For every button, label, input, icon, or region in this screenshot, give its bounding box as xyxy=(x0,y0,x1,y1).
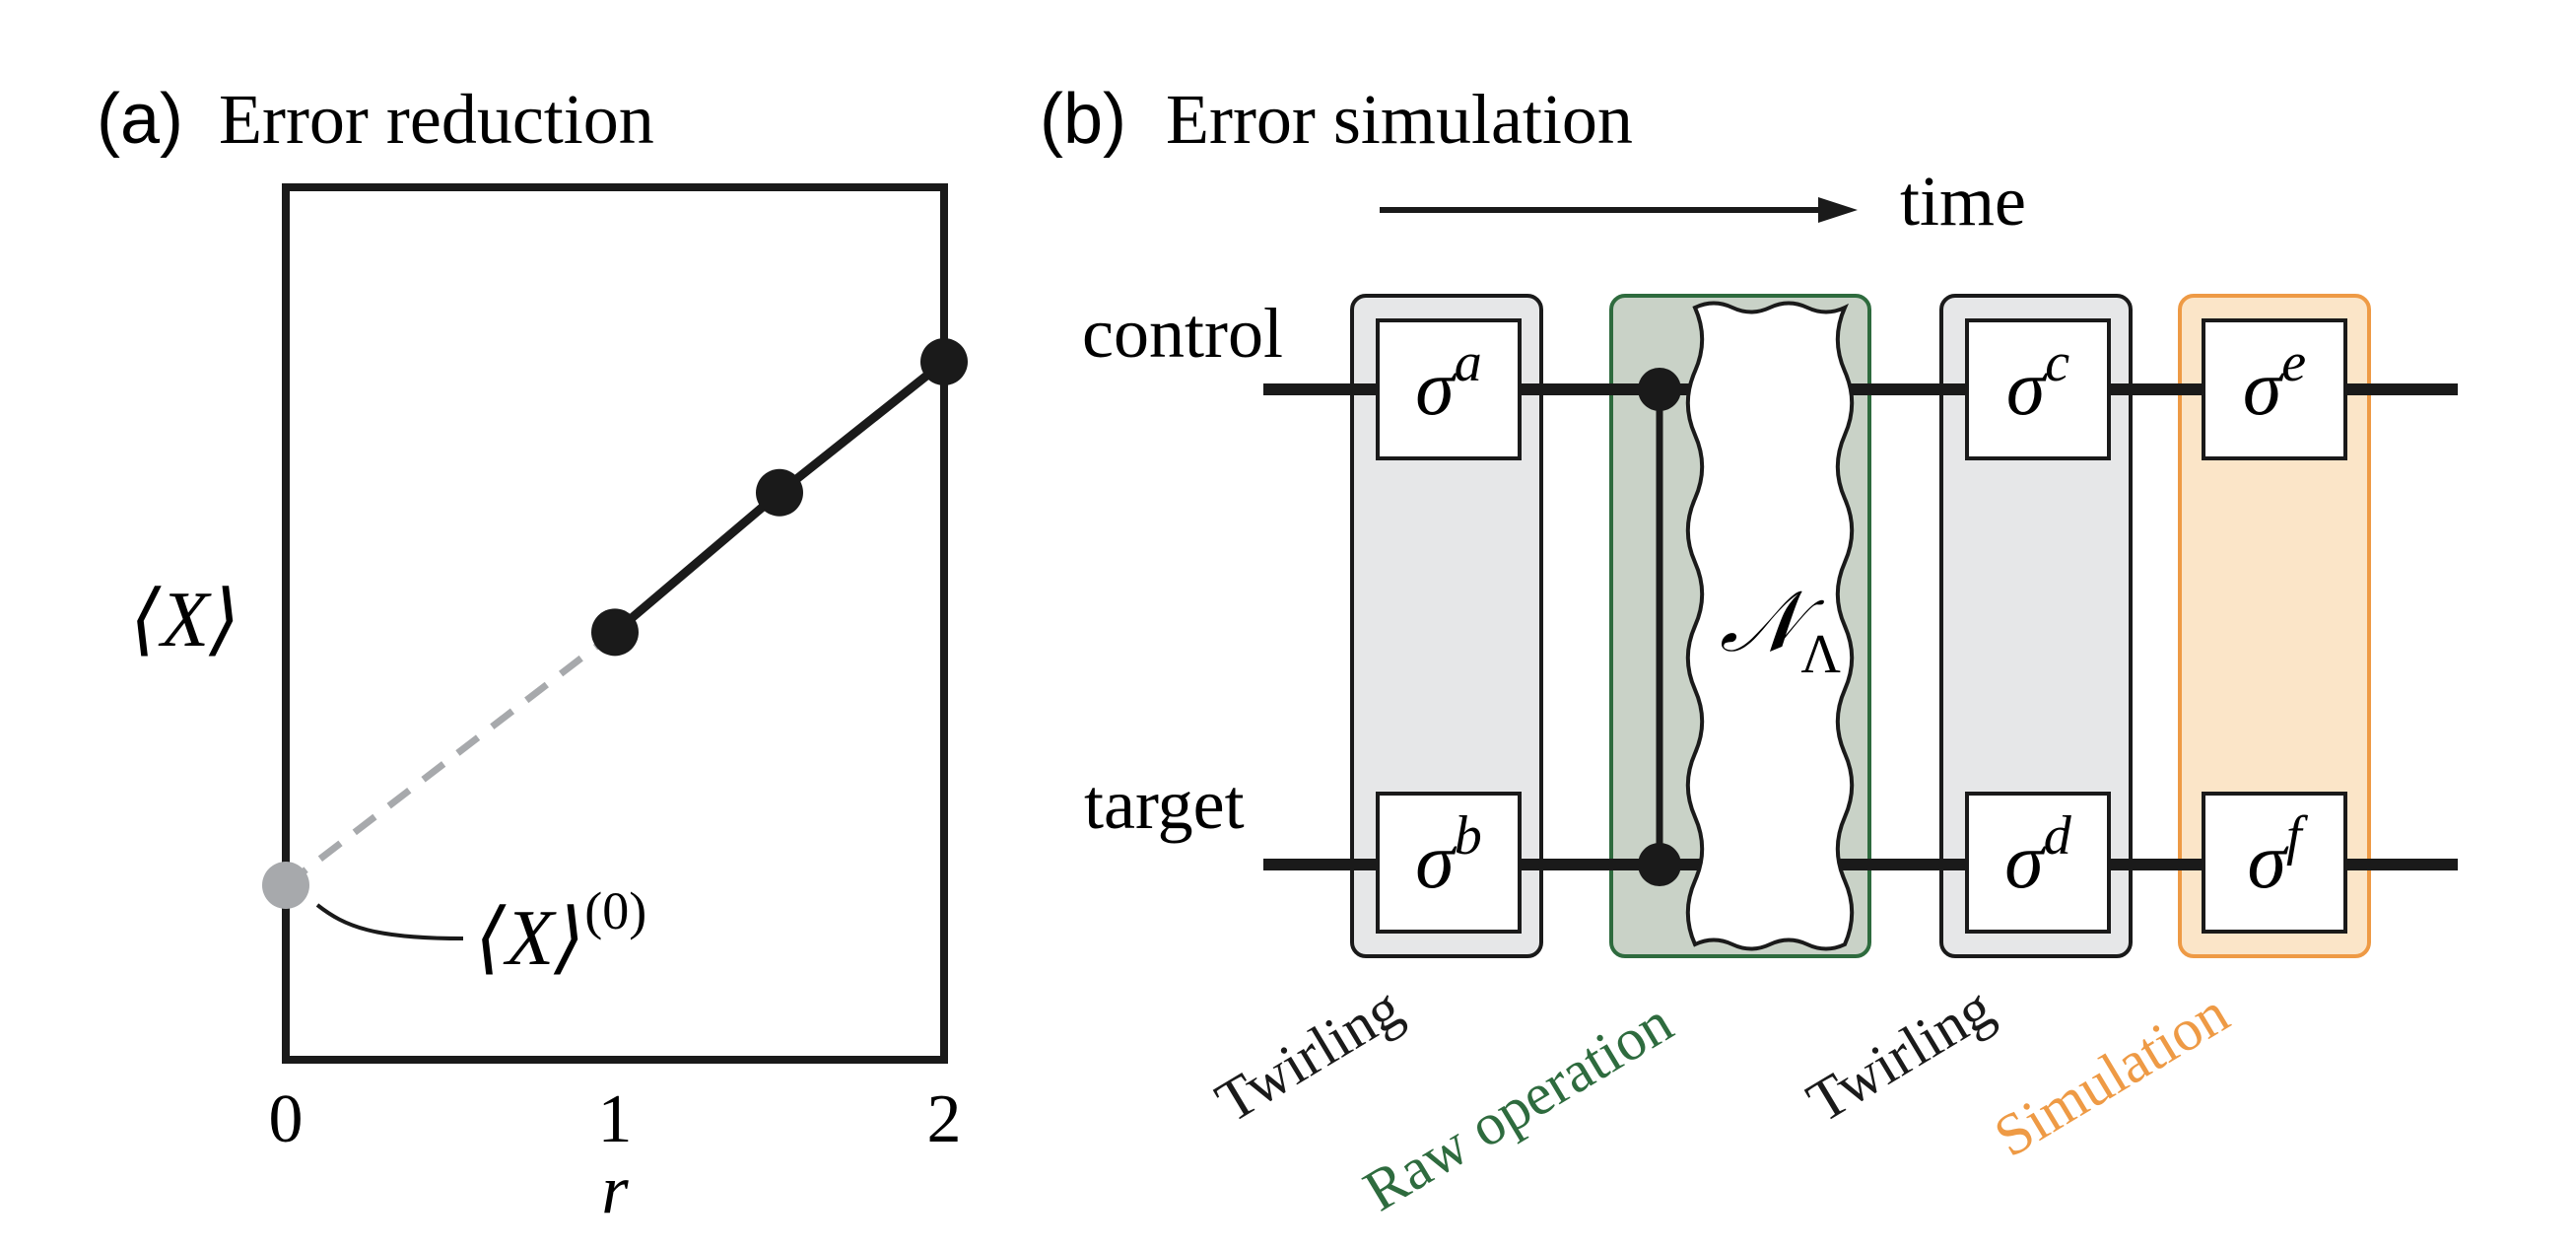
measured-line-segment xyxy=(777,358,947,497)
gate-sigma-f: σf xyxy=(2202,792,2347,934)
x-axis-label: r xyxy=(601,1152,629,1228)
gate-sigma-b: σb xyxy=(1376,792,1522,934)
annotation-label: ⟨X⟩(0) xyxy=(475,881,646,982)
x-tick-label: 1 xyxy=(598,1081,633,1157)
panel-b: (b) Error simulation time control target… xyxy=(1040,80,2458,1223)
cnot-target-dot xyxy=(1638,843,1681,886)
annotation-leader xyxy=(315,903,464,940)
panel-a: (a) Error reduction ⟨X⟩ ⟨X⟩(0) 0 1 2 r xyxy=(97,80,968,1228)
svg-text:σb: σb xyxy=(1415,805,1481,905)
gate-sigma-c: σc xyxy=(1965,318,2111,460)
measured-line-segment xyxy=(612,489,782,636)
svg-text:σc: σc xyxy=(2006,332,2069,432)
twirling-label-1: Twirling xyxy=(1205,975,1412,1136)
panel-b-title: Error simulation xyxy=(1166,80,1633,159)
gate-sigma-e: σe xyxy=(2202,318,2347,460)
twirling-stage-1 xyxy=(1350,294,1543,958)
gate-sigma-d: σd xyxy=(1965,792,2111,934)
control-wire-label: control xyxy=(1082,294,1283,373)
svg-text:σd: σd xyxy=(2004,805,2071,905)
target-wire-label: target xyxy=(1084,765,1245,844)
twirling-stage-2 xyxy=(1939,294,2133,958)
time-label: time xyxy=(1900,162,2026,241)
cnot-control-dot xyxy=(1638,368,1681,411)
measured-point xyxy=(591,608,639,657)
y-axis-label: ⟨X⟩ xyxy=(130,577,239,663)
extrapolation-line xyxy=(283,629,618,888)
noise-channel-label: 𝒩Λ xyxy=(1720,575,1841,685)
panel-b-letter: (b) xyxy=(1040,80,1126,159)
svg-text:σe: σe xyxy=(2243,332,2306,432)
twirling-label-2: Twirling xyxy=(1796,975,2003,1136)
x-tick-label: 2 xyxy=(927,1081,962,1157)
simulation-label: Simulation xyxy=(1984,980,2240,1169)
time-arrow-head-icon xyxy=(1818,197,1858,223)
simulation-stage xyxy=(2178,294,2371,958)
svg-text:σa: σa xyxy=(1415,332,1481,432)
x-tick-label: 0 xyxy=(269,1081,304,1157)
panel-a-letter: (a) xyxy=(97,80,183,159)
extrapolated-point xyxy=(262,862,309,909)
measured-point xyxy=(756,468,803,517)
measured-point xyxy=(920,338,968,385)
panel-a-title: Error reduction xyxy=(219,80,654,159)
noise-channel xyxy=(1685,301,1855,951)
plot-frame xyxy=(282,183,948,1064)
gate-sigma-a: σa xyxy=(1376,318,1522,460)
